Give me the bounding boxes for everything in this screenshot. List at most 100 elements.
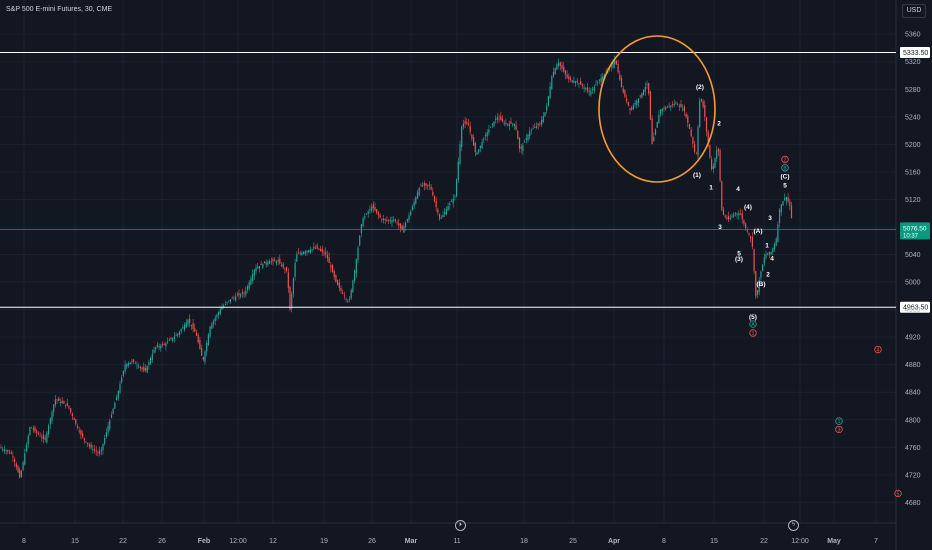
wave-label: (3) xyxy=(735,256,743,263)
wave-label: 2 xyxy=(717,121,721,128)
candle-body xyxy=(410,211,412,216)
candle-body xyxy=(496,117,498,120)
price-tick-label: 5000 xyxy=(905,280,921,287)
candle-body xyxy=(320,248,322,251)
candle-body xyxy=(515,125,517,130)
candle-body xyxy=(722,209,725,215)
candle-body xyxy=(236,295,238,297)
candle-body xyxy=(65,404,67,407)
candle-body xyxy=(525,138,527,140)
candle-body xyxy=(685,114,687,118)
candle-body xyxy=(32,428,34,430)
candle-body xyxy=(139,366,141,368)
candle-body xyxy=(270,261,272,262)
candle-body xyxy=(27,435,29,445)
candle-body xyxy=(197,334,199,343)
candle-body xyxy=(654,129,657,135)
candle-body xyxy=(671,104,674,106)
candle-body xyxy=(372,204,374,209)
time-tick-label: 25 xyxy=(569,538,577,545)
candle-body xyxy=(68,405,70,409)
candle-body xyxy=(306,250,308,253)
candle-body xyxy=(37,433,39,435)
time-tick-label: 12:00 xyxy=(229,538,247,545)
candle-body xyxy=(235,296,237,301)
candle-body xyxy=(716,150,718,159)
candle-body xyxy=(580,80,582,85)
candle-body xyxy=(714,158,716,168)
candle-body xyxy=(680,103,682,108)
candle-body xyxy=(359,235,361,246)
candle-body xyxy=(739,213,742,215)
level-label-box xyxy=(900,301,930,313)
flash-icon[interactable]: ϟ xyxy=(788,520,799,531)
candle-body xyxy=(763,257,765,264)
candle-body xyxy=(314,247,317,249)
candle-body xyxy=(41,437,43,438)
wave-circle-label: 2 xyxy=(784,158,787,164)
candle-body xyxy=(583,87,585,89)
candle-body xyxy=(313,247,315,249)
candle-body xyxy=(328,257,330,264)
price-tick-label: 5040 xyxy=(905,252,921,259)
candle-body xyxy=(500,116,502,121)
candle-body xyxy=(665,107,667,110)
candle-body xyxy=(649,91,651,120)
candle-body xyxy=(7,449,9,452)
candle-body xyxy=(296,254,298,262)
candle-body xyxy=(272,258,274,262)
candle-body xyxy=(678,105,680,108)
candle-body xyxy=(709,145,711,158)
candle-body xyxy=(134,363,136,365)
candle-body xyxy=(228,300,230,302)
candle-body xyxy=(768,251,770,255)
candle-body xyxy=(476,152,478,155)
candle-body xyxy=(177,333,179,336)
level-label-box xyxy=(900,46,930,58)
currency-button[interactable]: USD xyxy=(902,4,926,18)
candle-body xyxy=(741,213,743,220)
candle-body xyxy=(286,266,288,272)
candle-body xyxy=(14,458,16,463)
candle-body xyxy=(71,413,73,417)
candle-body xyxy=(656,121,658,128)
candle-body xyxy=(59,402,62,404)
candle-body xyxy=(267,261,269,265)
candle-body xyxy=(109,420,111,429)
candle-body xyxy=(323,252,325,254)
candle-body xyxy=(87,442,89,445)
candle-body xyxy=(396,222,398,224)
candle-body xyxy=(697,127,699,156)
time-tick-label: 19 xyxy=(320,538,328,545)
candle-body xyxy=(610,65,612,67)
candle-body xyxy=(160,345,162,349)
price-tick-label: 4960 xyxy=(905,307,921,314)
candle-body xyxy=(486,132,488,137)
candle-body xyxy=(694,144,696,152)
candle-body xyxy=(447,206,449,211)
candle-body xyxy=(592,89,594,90)
candle-body xyxy=(78,430,80,432)
candle-body xyxy=(593,86,595,91)
price-tick-label: 4800 xyxy=(905,417,921,424)
candle-body xyxy=(399,223,402,229)
candle-body xyxy=(44,437,46,440)
candle-body xyxy=(382,218,385,221)
candle-body xyxy=(257,266,259,269)
candle-body xyxy=(457,161,459,180)
time-tick-label: Feb xyxy=(198,538,210,545)
candle-body xyxy=(707,131,709,146)
candle-body xyxy=(556,64,558,70)
candle-body xyxy=(520,146,522,149)
candle-body xyxy=(541,120,543,125)
price-tick-label: 5160 xyxy=(905,169,921,176)
replay-icon[interactable]: ⏵ xyxy=(455,520,466,531)
candle-body xyxy=(144,368,147,371)
candle-body xyxy=(571,80,573,83)
candle-body xyxy=(634,102,636,105)
candle-body xyxy=(275,261,277,264)
candle-body xyxy=(20,471,22,478)
candle-body xyxy=(712,165,714,170)
candle-body xyxy=(88,444,90,447)
